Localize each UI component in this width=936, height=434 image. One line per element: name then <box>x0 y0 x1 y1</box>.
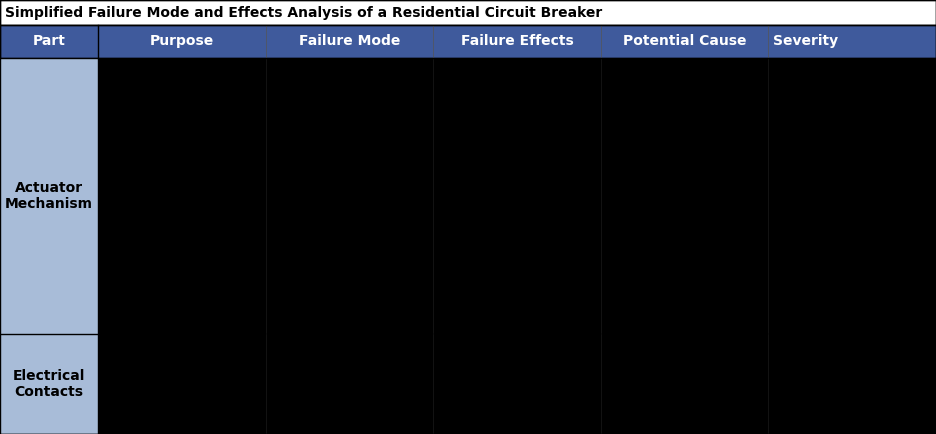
Text: Failure Effects: Failure Effects <box>461 34 574 49</box>
Bar <box>0 0 936 25</box>
Bar <box>0 25 936 58</box>
Text: Part: Part <box>33 34 66 49</box>
Bar <box>98 334 936 434</box>
Text: Simplified Failure Mode and Effects Analysis of a Residential Circuit Breaker: Simplified Failure Mode and Effects Anal… <box>5 6 602 20</box>
Bar <box>0 334 98 434</box>
Text: Purpose: Purpose <box>150 34 214 49</box>
Text: Actuator
Mechanism: Actuator Mechanism <box>5 181 94 211</box>
Text: Failure Mode: Failure Mode <box>299 34 401 49</box>
Text: Severity: Severity <box>773 34 839 49</box>
Text: Electrical
Contacts: Electrical Contacts <box>13 369 85 399</box>
Bar <box>0 58 98 334</box>
Bar <box>98 58 936 334</box>
Text: Potential Cause: Potential Cause <box>623 34 746 49</box>
